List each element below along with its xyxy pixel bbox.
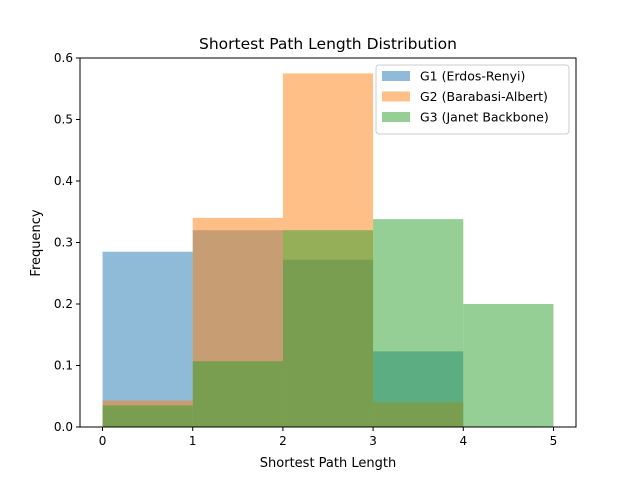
bar-series-3-bin-2 — [282, 230, 374, 427]
bar-series-3-bin-3 — [373, 219, 464, 427]
y-tick-label: 0.6 — [54, 51, 73, 65]
bar-series-3-bin-1 — [192, 361, 283, 427]
y-tick-label: 0.1 — [54, 359, 73, 373]
legend-swatch-3 — [382, 112, 410, 122]
legend-frame — [375, 64, 570, 135]
legend-swatch-1 — [382, 71, 410, 81]
y-axis-ticks: 0.0 0.1 0.2 0.3 0.4 0.5 0.6 — [54, 51, 80, 434]
bar-series-3-bin-4 — [463, 304, 554, 427]
y-tick-label: 0.5 — [54, 113, 73, 127]
x-tick-label: 5 — [550, 434, 558, 448]
legend-label-3: G3 (Janet Backbone) — [420, 110, 549, 125]
x-tick-label: 0 — [99, 434, 107, 448]
x-axis-label: Shortest Path Length — [260, 456, 396, 471]
bar-series-1-bin-0 — [102, 251, 193, 427]
x-axis-ticks: 0 1 2 3 4 5 — [99, 427, 558, 448]
y-tick-label: 0.2 — [54, 297, 73, 311]
y-tick-label: 0.3 — [54, 236, 73, 250]
legend-swatch-2 — [382, 91, 410, 102]
legend-label-2: G2 (Barabasi-Albert) — [420, 89, 548, 104]
chart-title: Shortest Path Length Distribution — [199, 35, 457, 53]
x-tick-label: 2 — [279, 434, 287, 448]
legend: G1 (Erdos-Renyi) G2 (Barabasi-Albert) G3 (… — [375, 64, 570, 135]
y-tick-label: 0.4 — [54, 174, 73, 188]
bar-series-3-bin-0 — [102, 405, 193, 427]
legend-label-1: G1 (Erdos-Renyi) — [420, 69, 525, 84]
y-axis-label: Frequency — [29, 209, 44, 276]
x-tick-label: 1 — [189, 434, 197, 448]
y-tick-label: 0.0 — [54, 420, 73, 434]
bars-group — [102, 73, 554, 427]
x-tick-label: 3 — [369, 434, 377, 448]
x-tick-label: 4 — [459, 434, 467, 448]
